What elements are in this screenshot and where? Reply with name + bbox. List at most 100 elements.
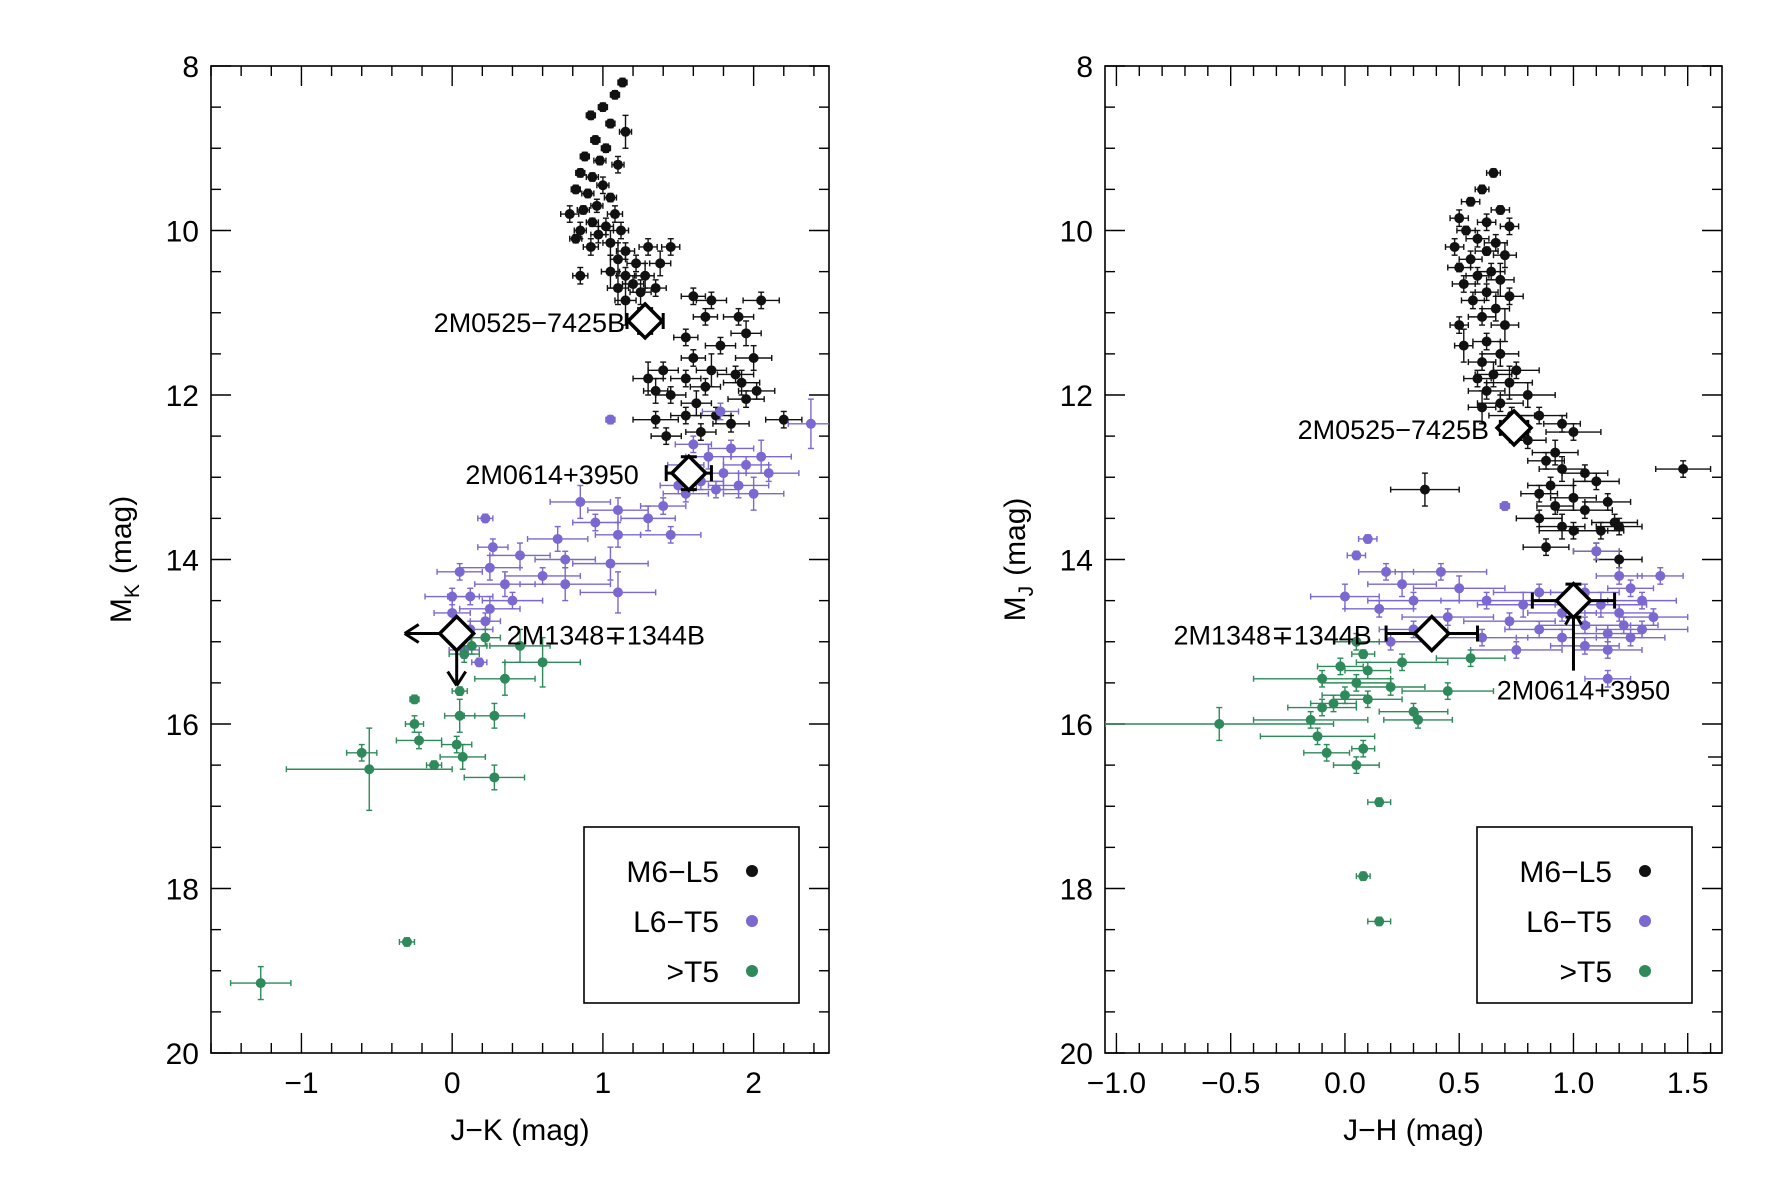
marker (1442, 612, 1453, 623)
data-point (581, 188, 595, 199)
data-point (570, 184, 581, 195)
marker (465, 591, 476, 602)
diamond-marker (625, 301, 665, 341)
marker (1541, 542, 1552, 553)
data-point (605, 118, 616, 129)
marker (612, 159, 623, 170)
target-object: 2M0525−7425B (434, 301, 665, 341)
target-label: 2M1348∓1344B (1174, 621, 1372, 651)
marker (620, 246, 631, 257)
marker (1511, 644, 1522, 655)
data-point (463, 764, 526, 791)
data-point (1287, 698, 1358, 717)
data-point (1435, 649, 1506, 668)
data-point (1351, 739, 1376, 758)
marker (650, 385, 661, 396)
data-point (1383, 710, 1454, 729)
target-object: 2M1348∓1344B (1174, 614, 1479, 653)
data-point (1476, 394, 1524, 413)
y-tick-label: 12 (166, 380, 199, 413)
marker (665, 529, 676, 540)
marker (585, 241, 596, 252)
series-L6-T5 (1309, 501, 1689, 688)
data-point (597, 102, 609, 113)
marker (1465, 196, 1476, 207)
data-point (1485, 167, 1502, 178)
marker (1362, 665, 1373, 676)
marker (1499, 320, 1510, 331)
marker (515, 640, 525, 651)
data-point (1527, 476, 1575, 495)
marker (1481, 595, 1492, 606)
marker (1465, 653, 1476, 664)
data-point (474, 661, 536, 696)
y-axis-title: MJ (mag) (999, 498, 1038, 622)
marker (480, 616, 491, 627)
marker (1579, 468, 1590, 479)
marker (1518, 599, 1529, 610)
marker (1602, 644, 1613, 655)
data-point (573, 221, 588, 240)
marker (1461, 225, 1472, 236)
data-point (469, 628, 502, 647)
marker (1408, 595, 1419, 606)
data-point (737, 464, 800, 483)
data-point (285, 727, 453, 812)
data-point (1463, 369, 1492, 388)
marker (499, 579, 510, 590)
x-axis-title: J−K (mag) (450, 1114, 589, 1147)
marker (756, 451, 767, 462)
data-point (639, 525, 702, 544)
data-point (559, 205, 580, 223)
data-point (1584, 493, 1632, 511)
marker (1481, 246, 1492, 257)
marker (590, 135, 601, 146)
data-point (590, 135, 601, 146)
diamond-marker (669, 453, 709, 493)
marker (1351, 550, 1362, 561)
marker (1413, 714, 1424, 725)
marker (1328, 698, 1339, 709)
marker (680, 410, 691, 421)
marker (1522, 390, 1533, 400)
data-point (590, 198, 604, 214)
data-point (1401, 608, 1495, 626)
marker (1637, 595, 1648, 606)
marker (409, 694, 420, 705)
marker (748, 352, 759, 363)
data-point (1465, 229, 1490, 248)
y-axis-title-subscript: J (1015, 586, 1038, 597)
marker (1385, 681, 1396, 692)
marker (1568, 427, 1579, 438)
marker (1458, 278, 1469, 289)
marker (1602, 496, 1613, 507)
data-point (585, 172, 600, 183)
data-point (579, 151, 591, 162)
x-tick-label: 1.5 (1667, 1067, 1709, 1100)
data-point (463, 702, 526, 729)
marker (1499, 501, 1510, 512)
data-point (1252, 669, 1392, 688)
marker (1472, 233, 1483, 244)
marker (710, 484, 721, 495)
x-tick-label: 2 (745, 1067, 762, 1100)
marker (650, 414, 661, 425)
panel-right-jh-mj: −1.0 −0.5 0.0 0.5 1.0 1.5 8 10 12 14 16 18 20 J−H (ma… (999, 51, 1723, 1147)
data-point (1520, 484, 1559, 503)
data-point (1394, 562, 1488, 581)
data-point (1655, 460, 1712, 478)
target-object: 2M0525−7425B (1298, 408, 1534, 448)
data-point (395, 731, 443, 750)
marker (1465, 254, 1476, 265)
legend-label: L6−T5 (633, 906, 719, 939)
marker (680, 332, 691, 343)
data-point (1595, 567, 1643, 585)
marker (661, 431, 672, 442)
data-point (446, 587, 494, 606)
x-tick-label: −1.0 (1087, 1067, 1146, 1100)
marker (778, 414, 789, 425)
marker (635, 287, 646, 298)
legend-label: M6−L5 (1519, 856, 1612, 889)
marker (1591, 476, 1602, 487)
